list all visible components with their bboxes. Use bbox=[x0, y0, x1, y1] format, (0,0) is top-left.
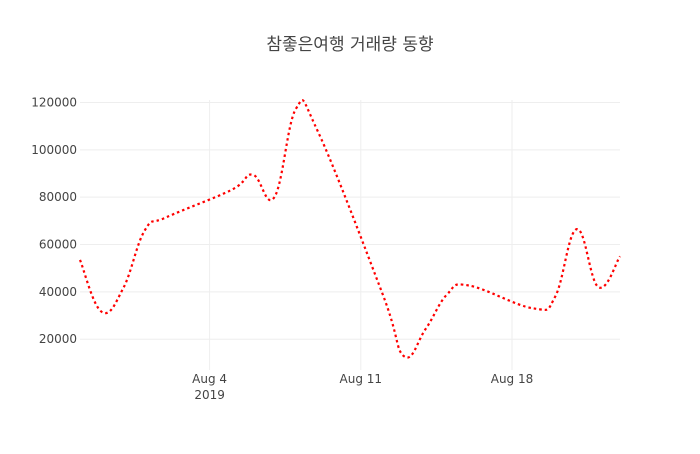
y-tick-label: 60000 bbox=[39, 238, 77, 252]
y-tick-label: 120000 bbox=[31, 95, 77, 109]
x-tick-year-label: 2019 bbox=[194, 388, 225, 402]
volume-series-line bbox=[78, 98, 621, 359]
x-tick-label: Aug 11 bbox=[340, 372, 383, 386]
y-tick-label: 100000 bbox=[31, 143, 77, 157]
y-tick-label: 80000 bbox=[39, 190, 77, 204]
chart-title: 참좋은여행 거래량 동향 bbox=[266, 35, 433, 55]
x-tick-label: Aug 18 bbox=[491, 372, 534, 386]
y-tick-label: 40000 bbox=[39, 285, 77, 299]
x-tick-label: Aug 4 bbox=[192, 372, 227, 386]
y-tick-label: 20000 bbox=[39, 332, 77, 346]
